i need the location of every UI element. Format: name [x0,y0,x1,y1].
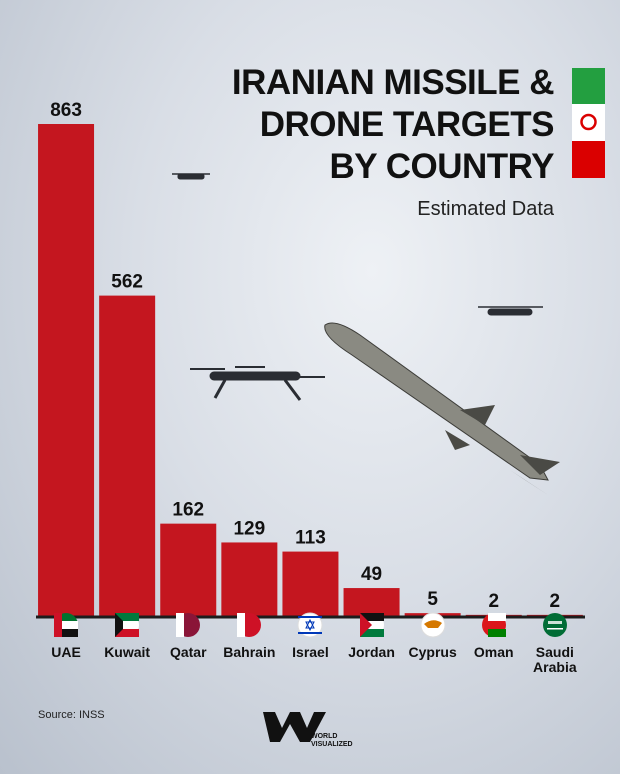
logo-mark [263,712,326,742]
x-tick-label: Kuwait [104,644,151,660]
drone [172,173,210,180]
bar [343,588,400,616]
x-tick-label: Qatar [169,644,207,660]
chart-title: IRANIAN MISSILE & DRONE TARGETS BY COUNT… [231,63,555,186]
bar [99,295,156,616]
drone [190,366,325,401]
value-label: 113 [295,528,326,549]
value-label: 2 [550,591,561,612]
x-tick-label: UAE [51,644,81,660]
logo-text: WORLD VISUALIZED [311,733,353,748]
source: Source: INSS [38,709,105,721]
value-label: 562 [111,272,143,293]
x-tick-label: Oman [473,644,514,660]
x-tick-label: Cyprus [408,644,457,660]
value-label: 5 [427,589,438,610]
value-label: 863 [50,100,82,121]
x-tick-label: Israel [292,644,329,660]
bar [160,523,217,616]
x-tick-label: Jordan [348,644,395,660]
x-tick-label: Bahrain [223,644,276,660]
value-label: 2 [488,591,499,612]
value-label: 129 [233,518,265,539]
iran-flag [572,68,605,178]
x-tick-label: Saudi Arabia [533,644,577,675]
missile [324,322,560,495]
bar [38,124,95,616]
value-label: 162 [172,500,204,521]
chart-subtitle: Estimated Data [417,198,554,220]
flags [54,612,567,638]
drone [478,306,543,316]
bar [282,551,339,616]
bar [221,542,278,616]
value-label: 49 [361,564,382,585]
